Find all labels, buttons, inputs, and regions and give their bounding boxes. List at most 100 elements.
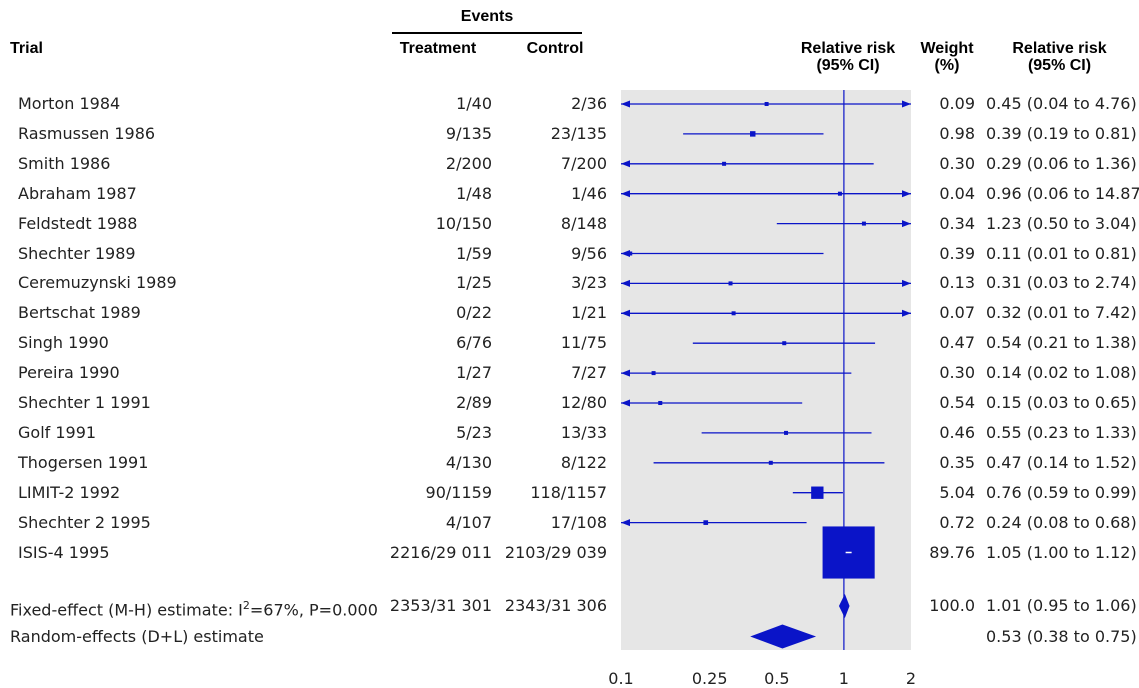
x-tick-label: 1 (839, 669, 849, 688)
x-tick-label: 0.1 (608, 669, 633, 688)
weight-value: 5.04 (939, 482, 975, 502)
summary-label: Random-effects (D+L) estimate (10, 626, 264, 646)
ci-text: 0.47 (0.14 to 1.52) (986, 452, 1137, 472)
ci-text: 0.55 (0.23 to 1.33) (986, 422, 1137, 442)
weight-value: 0.54 (939, 393, 975, 412)
ci-text: 0.32 (0.01 to 7.42) (986, 303, 1137, 323)
summary-weight: 100.0 (929, 596, 975, 615)
trial-name: LIMIT-2 1992 (18, 482, 121, 502)
col-header-events: Events (460, 8, 514, 25)
treatment-events: 1/59 (456, 243, 492, 263)
control-events: 23/135 (550, 123, 607, 143)
x-tick-label: 2 (906, 669, 916, 688)
control-events: 3/23 (571, 273, 607, 293)
trial-name: Smith 1986 (18, 153, 111, 173)
control-events: 9/56 (571, 243, 607, 263)
point-estimate (722, 161, 727, 166)
ci-text: 1.05 (1.00 to 1.12) (986, 542, 1137, 562)
point-estimate (861, 221, 866, 226)
treatment-events: 2216/29 011 (389, 542, 492, 562)
trial-name: Morton 1984 (18, 94, 121, 113)
treatment-events: 6/76 (456, 333, 492, 353)
trial-name: Ceremuzynski 1989 (18, 273, 177, 293)
ci-arrow-left (621, 160, 630, 168)
col-header-weight: Weight (%) (920, 40, 974, 74)
summary-control-events: 2343/31 306 (504, 596, 607, 615)
treatment-events: 10/150 (435, 213, 492, 233)
control-events: 8/148 (560, 213, 607, 233)
weight-value: 0.35 (939, 452, 975, 472)
treatment-events: 0/22 (456, 303, 492, 323)
ci-text: 1.23 (0.50 to 3.04) (986, 213, 1137, 233)
weight-value: 0.46 (939, 422, 975, 442)
weight-value: 0.47 (939, 333, 975, 353)
point-estimate (731, 311, 736, 316)
treatment-events: 1/27 (456, 363, 492, 383)
control-events: 118/1157 (530, 482, 607, 502)
col-header-relative-risk-plot: Relative risk (95% CI) (800, 40, 896, 74)
ci-text: 0.76 (0.59 to 0.99) (986, 482, 1137, 502)
control-events: 1/46 (571, 183, 607, 203)
control-events: 13/33 (560, 422, 607, 442)
control-events: 8/122 (560, 452, 607, 472)
control-events: 2/36 (571, 94, 607, 113)
ci-arrow-left (621, 190, 630, 198)
summary-ci-text: 1.01 (0.95 to 1.06) (986, 596, 1137, 615)
treatment-events: 1/48 (456, 183, 492, 203)
ci-text: 0.24 (0.08 to 0.68) (986, 512, 1137, 532)
col-header-relative-risk-text: Relative risk (95% CI) (1012, 40, 1107, 74)
weight-value: 0.30 (939, 153, 975, 173)
ci-arrow-left (621, 100, 630, 108)
control-events: 1/21 (571, 303, 607, 323)
x-tick-label: 0.25 (692, 669, 728, 688)
treatment-events: 2/89 (456, 393, 492, 412)
point-estimate (628, 251, 633, 256)
events-underline (392, 32, 582, 34)
summary-treatment-events: 2353/31 301 (389, 596, 492, 615)
ci-arrow-right (902, 220, 911, 228)
summary-label: Fixed-effect (M-H) estimate: I2=67%, P=0… (10, 599, 378, 620)
point-estimate (728, 281, 733, 286)
trial-name: Rasmussen 1986 (18, 123, 156, 143)
col-header-trial: Trial (10, 40, 43, 57)
weight-value: 0.09 (939, 94, 975, 113)
point-estimate (811, 486, 824, 499)
trial-name: Shechter 1 1991 (18, 393, 151, 412)
ci-arrow-left (621, 519, 630, 527)
trial-name: Abraham 1987 (18, 183, 137, 203)
control-events: 12/80 (560, 393, 607, 412)
weight-value: 0.30 (939, 363, 975, 383)
weight-value: 89.76 (929, 542, 975, 562)
control-events: 7/200 (560, 153, 607, 173)
ci-arrow-right (902, 190, 911, 198)
point-estimate (764, 102, 769, 106)
ci-text: 0.29 (0.06 to 1.36) (986, 153, 1137, 173)
treatment-events: 1/40 (456, 94, 492, 113)
trial-name: Golf 1991 (18, 422, 97, 442)
point-estimate (658, 400, 663, 406)
weight-value: 0.04 (939, 183, 975, 203)
ci-text: 0.15 (0.03 to 0.65) (986, 393, 1137, 412)
point-estimate (784, 430, 789, 435)
ci-text: 0.96 (0.06 to 14.87) (986, 183, 1139, 203)
point-estimate (768, 460, 773, 465)
treatment-events: 4/107 (445, 512, 492, 532)
ci-arrow-right (902, 100, 911, 108)
trial-name: Bertschat 1989 (18, 303, 141, 323)
ci-text: 0.31 (0.03 to 2.74) (986, 273, 1137, 293)
ci-text: 0.54 (0.21 to 1.38) (986, 333, 1137, 353)
weight-value: 0.72 (939, 512, 975, 532)
ci-arrow-left (621, 250, 630, 257)
ci-text: 0.45 (0.04 to 4.76) (986, 94, 1137, 113)
ci-text: 0.39 (0.19 to 0.81) (986, 123, 1137, 143)
control-events: 17/108 (550, 512, 607, 532)
weight-value: 0.98 (939, 123, 975, 143)
treatment-events: 5/23 (456, 422, 492, 442)
point-estimate (782, 341, 787, 346)
summary-diamond (838, 594, 850, 618)
ci-arrow-left (621, 399, 630, 407)
control-events: 7/27 (571, 363, 607, 383)
control-events: 2103/29 039 (504, 542, 607, 562)
treatment-events: 90/1159 (425, 482, 492, 502)
